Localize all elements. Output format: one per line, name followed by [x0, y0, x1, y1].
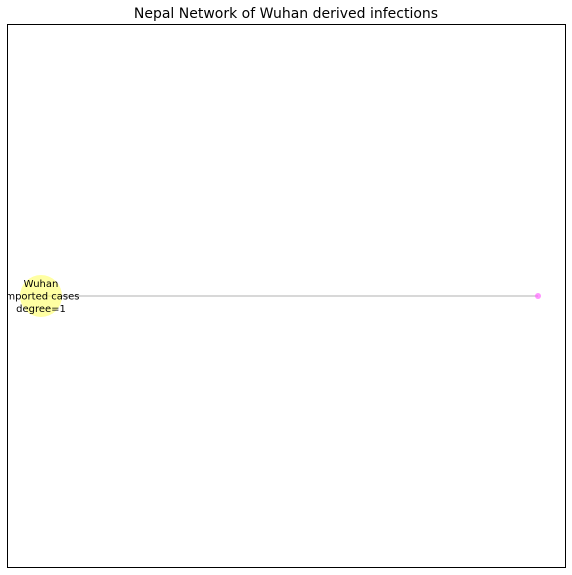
node-wuhan-label-line-2: imported cases: [3, 292, 80, 303]
graph-layer: Wuhan imported cases degree=1: [3, 275, 541, 317]
node-wuhan-label-line-3: degree=1: [16, 304, 66, 315]
node-wuhan: [20, 275, 62, 317]
node-wuhan-label-line-1: Wuhan: [24, 279, 59, 290]
plot-title: Nepal Network of Wuhan derived infection…: [134, 6, 438, 22]
node-case: [535, 293, 541, 299]
